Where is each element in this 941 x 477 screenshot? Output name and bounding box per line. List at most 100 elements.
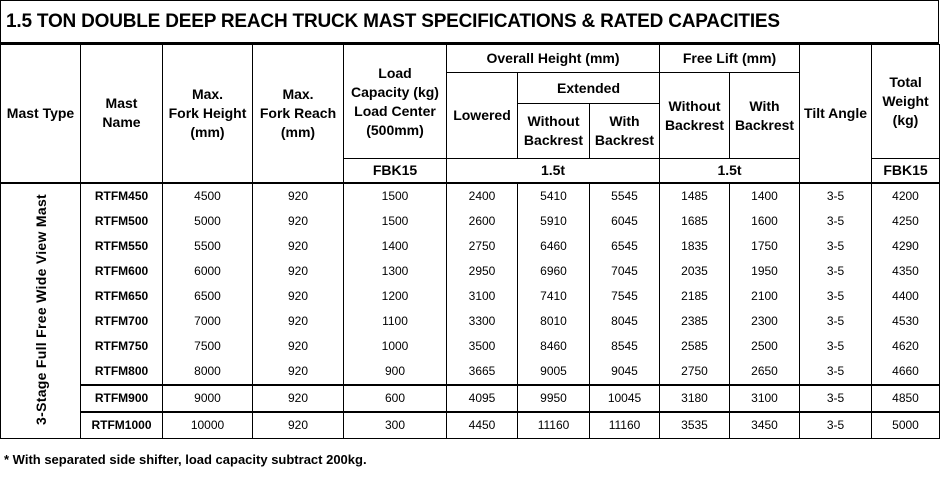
table-row: RTFM800 8000 920 900 3665 9005 9045 2750…: [1, 358, 941, 385]
header-mast-type: Mast Type: [0, 44, 81, 183]
model-height: 1.5t: [445, 158, 661, 183]
fork-height: 10000: [162, 410, 253, 439]
header-free-lift: Free Lift (mm): [659, 44, 801, 73]
free-lift-with: 2100: [729, 283, 801, 309]
free-lift-without: 3535: [659, 410, 731, 439]
free-lift-with: 2650: [729, 358, 801, 385]
page-title: 1.5 TON DOUBLE DEEP REACH TRUCK MAST SPE…: [6, 11, 780, 32]
mast-name: RTFM700: [80, 308, 163, 334]
height-ext-with: 7045: [588, 258, 661, 284]
height-ext-with: 8045: [588, 308, 661, 334]
total-weight: 4660: [871, 358, 941, 385]
height-lowered: 2750: [446, 233, 518, 259]
free-lift-with: 1600: [729, 208, 801, 234]
fork-reach: 920: [252, 358, 344, 385]
fork-reach: 920: [252, 233, 344, 259]
fork-reach: 920: [252, 181, 344, 209]
spec-table: Mast Type Mast Name Max. Fork Height (mm) M…: [0, 44, 941, 439]
tilt-angle: 3-5: [799, 410, 873, 439]
header-fl-with-backrest: With Backrest: [729, 72, 801, 159]
height-lowered: 4450: [446, 410, 518, 439]
tilt-angle: 3-5: [799, 358, 873, 385]
load-capacity: 600: [343, 383, 447, 412]
free-lift-with: 1400: [729, 181, 801, 209]
free-lift-without: 2585: [659, 333, 731, 359]
height-ext-without: 5410: [517, 181, 590, 209]
total-weight: 5000: [871, 410, 941, 439]
free-lift-without: 3180: [659, 383, 731, 412]
height-ext-without: 6460: [517, 233, 590, 259]
height-ext-with: 7545: [588, 283, 661, 309]
header-fork-reach: Max. Fork Reach (mm): [252, 44, 344, 183]
height-ext-with: 9045: [588, 358, 661, 385]
fork-height: 5000: [162, 208, 253, 234]
load-capacity: 900: [343, 358, 447, 385]
height-ext-without: 6960: [517, 258, 590, 284]
mast-type-label: 3-Stage Full Free Wide View Mast: [32, 193, 49, 425]
model-weight: FBK15: [871, 158, 941, 183]
free-lift-without: 1835: [659, 233, 731, 259]
table-row: RTFM1000 10000 920 300 4450 11160 11160 …: [1, 410, 941, 439]
footnote: * With separated side shifter, load capa…: [4, 452, 367, 467]
height-lowered: 3500: [446, 333, 518, 359]
load-capacity: 1400: [343, 233, 447, 259]
tilt-angle: 3-5: [799, 308, 873, 334]
load-capacity: 1000: [343, 333, 447, 359]
total-weight: 4200: [871, 181, 941, 209]
total-weight: 4350: [871, 258, 941, 284]
tilt-angle: 3-5: [799, 383, 873, 412]
fork-reach: 920: [252, 258, 344, 284]
height-ext-with: 11160: [588, 410, 661, 439]
tilt-angle: 3-5: [799, 333, 873, 359]
load-capacity: 1300: [343, 258, 447, 284]
mast-name: RTFM800: [80, 358, 163, 385]
table-row: RTFM750 7500 920 1000 3500 8460 8545 258…: [1, 333, 941, 359]
tilt-angle: 3-5: [799, 258, 873, 284]
height-ext-without: 5910: [517, 208, 590, 234]
mast-name: RTFM650: [80, 283, 163, 309]
fork-reach: 920: [252, 208, 344, 234]
mast-name: RTFM550: [80, 233, 163, 259]
header-tilt-angle: Tilt Angle: [799, 44, 873, 183]
fork-height: 9000: [162, 383, 253, 412]
table-row: RTFM700 7000 920 1100 3300 8010 8045 238…: [1, 308, 941, 334]
height-ext-without: 9005: [517, 358, 590, 385]
total-weight: 4400: [871, 283, 941, 309]
free-lift-without: 2385: [659, 308, 731, 334]
free-lift-without: 2035: [659, 258, 731, 284]
header-lowered: Lowered: [446, 72, 518, 159]
free-lift-with: 2300: [729, 308, 801, 334]
fork-reach: 920: [252, 383, 344, 412]
height-ext-without: 8010: [517, 308, 590, 334]
free-lift-with: 1950: [729, 258, 801, 284]
header-total-weight: Total Weight (kg): [871, 44, 941, 159]
load-capacity: 1200: [343, 283, 447, 309]
height-lowered: 3300: [446, 308, 518, 334]
mast-name: RTFM750: [80, 333, 163, 359]
mast-name: RTFM1000: [80, 410, 163, 439]
fork-height: 4500: [162, 181, 253, 209]
free-lift-without: 1685: [659, 208, 731, 234]
free-lift-with: 3450: [729, 410, 801, 439]
free-lift-without: 2750: [659, 358, 731, 385]
height-lowered: 2950: [446, 258, 518, 284]
height-lowered: 4095: [446, 383, 518, 412]
load-capacity: 1500: [343, 208, 447, 234]
total-weight: 4620: [871, 333, 941, 359]
header-extended: Extended: [516, 72, 661, 104]
load-capacity: 1100: [343, 308, 447, 334]
free-lift-without: 2185: [659, 283, 731, 309]
total-weight: 4250: [871, 208, 941, 234]
free-lift-with: 1750: [729, 233, 801, 259]
height-ext-with: 6045: [588, 208, 661, 234]
height-ext-without: 11160: [517, 410, 590, 439]
height-ext-without: 7410: [517, 283, 590, 309]
header-fork-height: Max. Fork Height (mm): [162, 44, 253, 183]
header-ext-with-backrest: With Backrest: [588, 103, 661, 159]
total-weight: 4530: [871, 308, 941, 334]
height-ext-with: 10045: [588, 383, 661, 412]
model-load: FBK15: [343, 158, 447, 183]
mast-name: RTFM500: [80, 208, 163, 234]
total-weight: 4850: [871, 383, 941, 412]
free-lift-with: 2500: [729, 333, 801, 359]
